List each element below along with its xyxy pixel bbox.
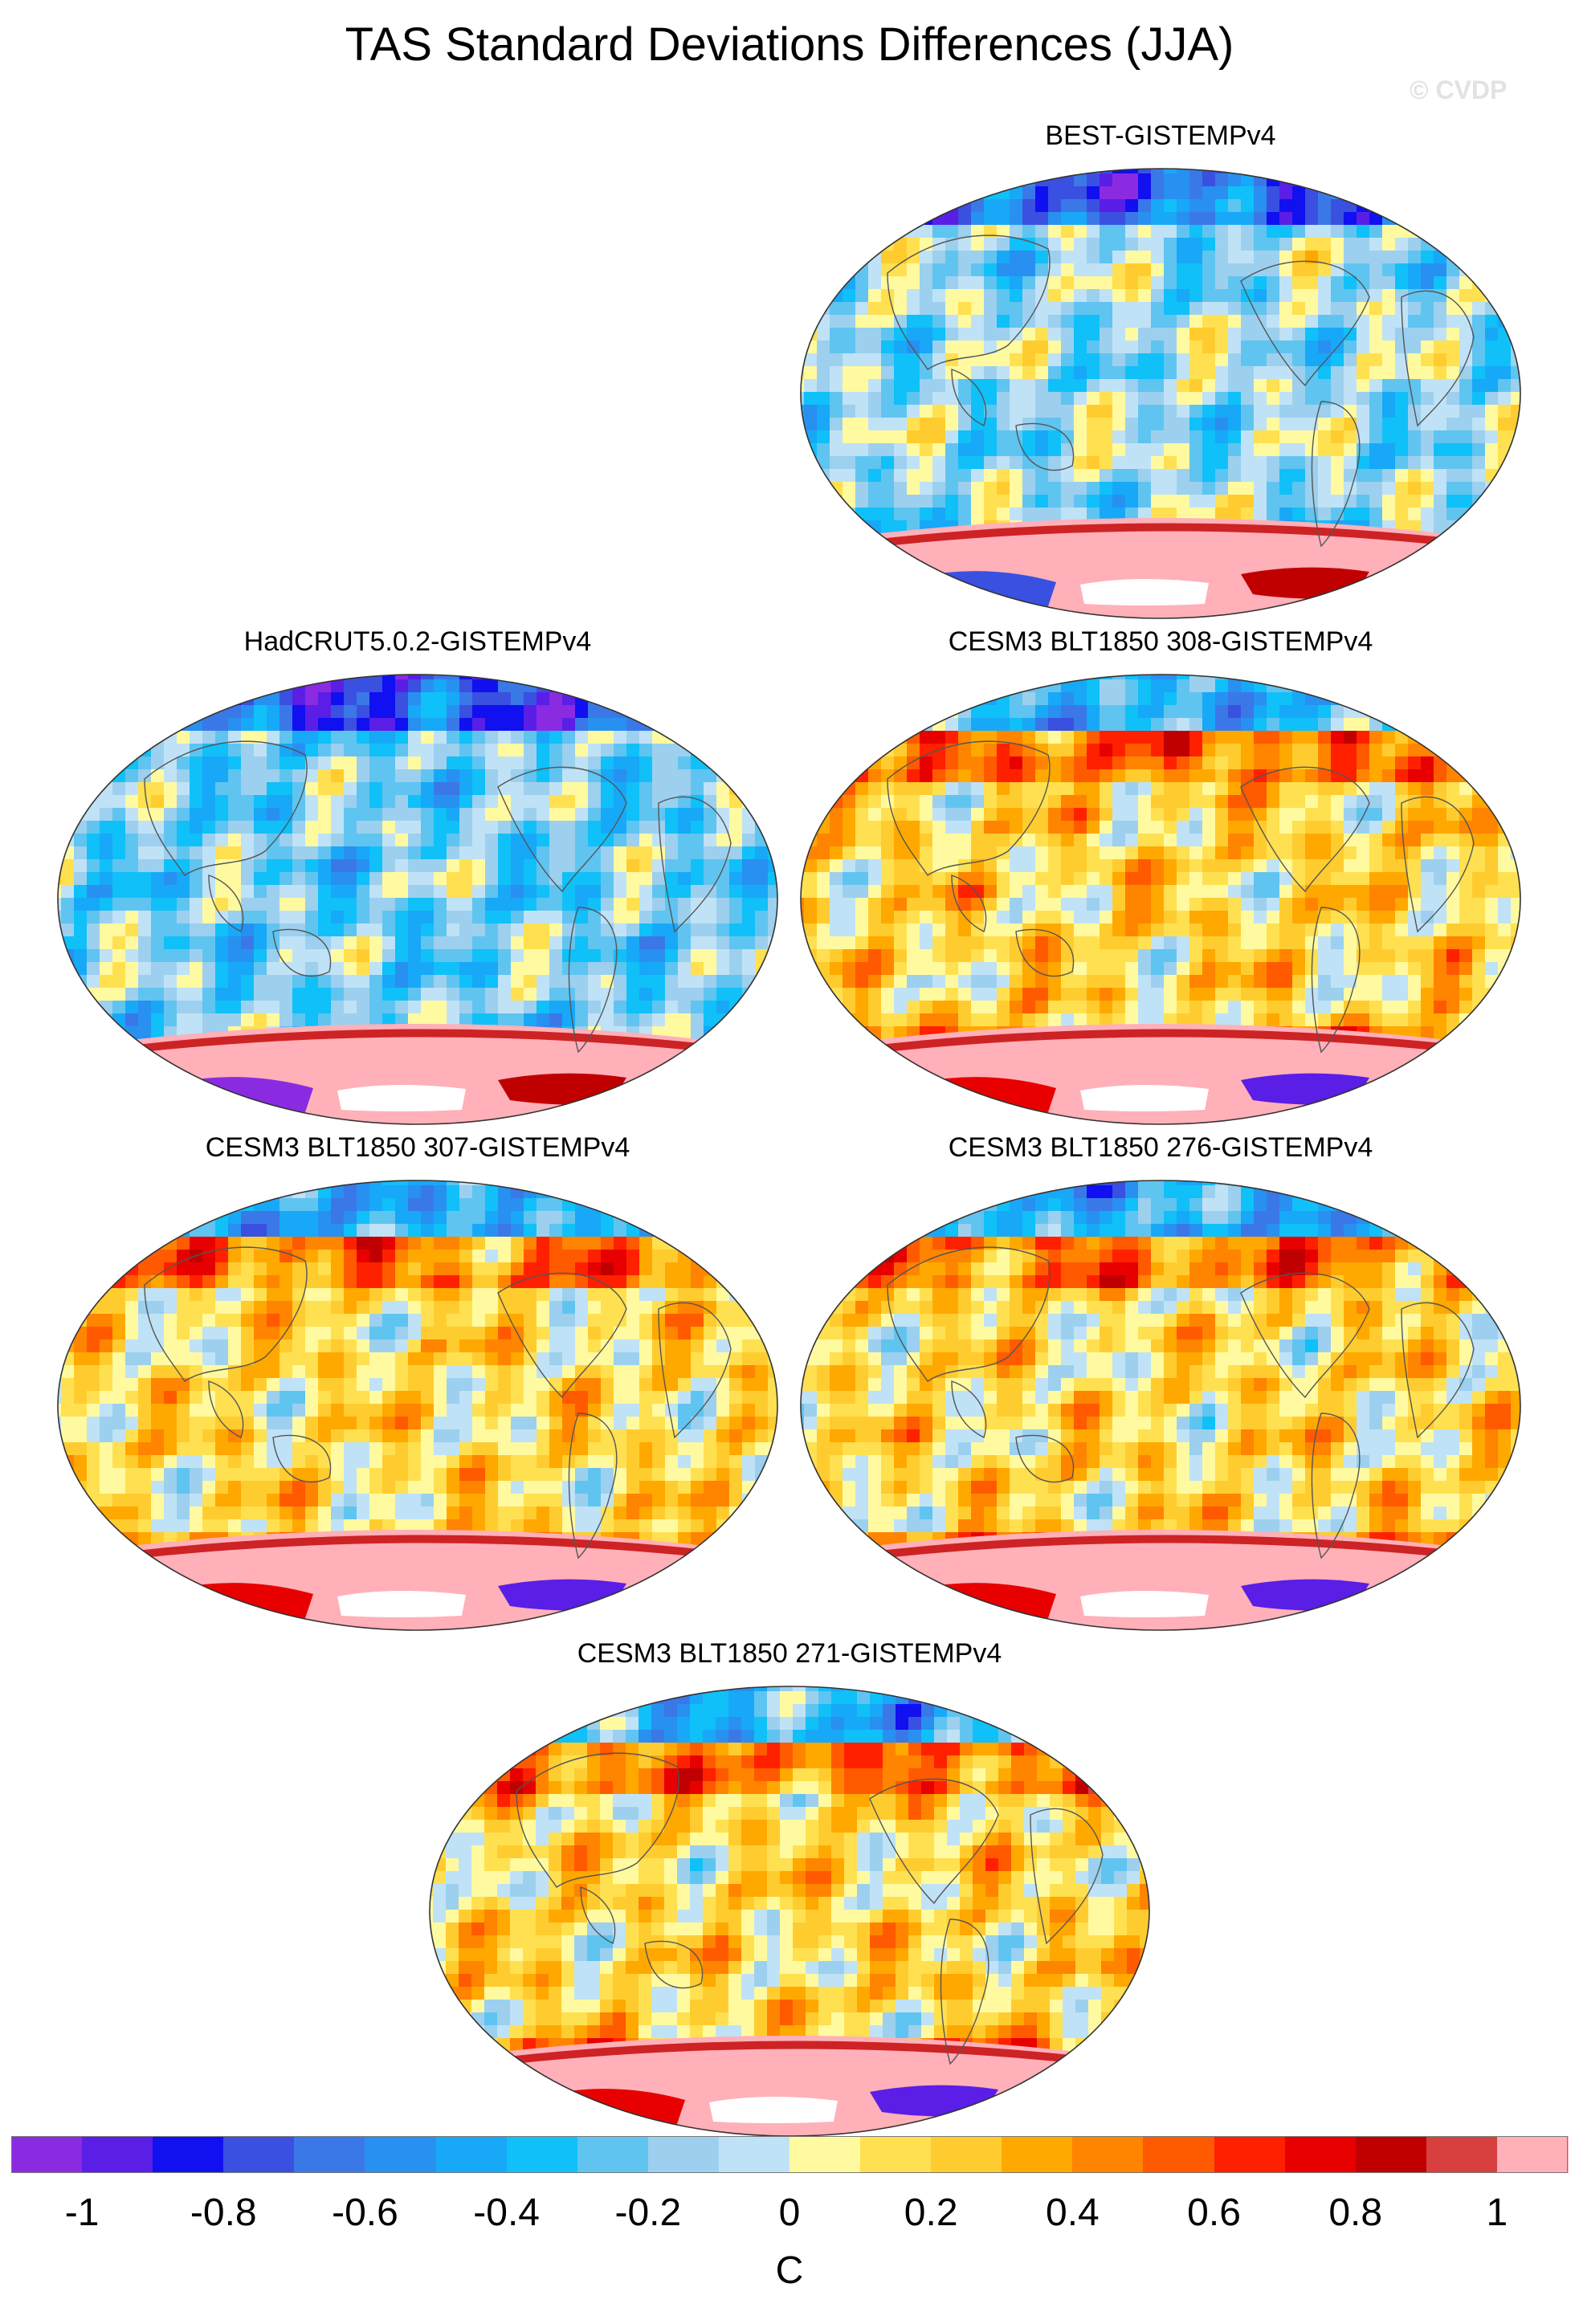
colorbar-swatch <box>294 2136 366 2173</box>
colorbar-swatch <box>931 2136 1002 2173</box>
colorbar-swatch <box>860 2136 932 2173</box>
colorbar-swatch <box>1355 2136 1427 2173</box>
map-panel-best: BEST-GISTEMPv4 <box>791 120 1530 634</box>
colorbar-tick-label: -0.8 <box>190 2191 257 2234</box>
anomaly-field <box>430 1686 1149 2136</box>
colorbar-swatch <box>1496 2136 1569 2173</box>
colorbar-unit-label: C <box>775 2249 804 2292</box>
figure-title: TAS Standard Deviations Differences (JJA… <box>345 18 1234 71</box>
colorbar-swatch <box>1072 2136 1144 2173</box>
world-map <box>57 1180 778 1631</box>
colorbar <box>11 2136 1569 2173</box>
map-panel-307: CESM3 BLT1850 307-GISTEMPv4 <box>48 1132 787 1646</box>
panel-title: CESM3 BLT1850 276-GISTEMPv4 <box>948 1132 1373 1163</box>
colorbar-swatch <box>223 2136 295 2173</box>
colorbar-swatch <box>506 2136 578 2173</box>
world-map <box>800 1180 1521 1631</box>
anomaly-field <box>801 169 1520 618</box>
colorbar-tick-label: 0.8 <box>1328 2191 1383 2234</box>
colorbar-swatch <box>647 2136 720 2173</box>
panel-title: CESM3 BLT1850 307-GISTEMPv4 <box>205 1132 630 1163</box>
colorbar-tick-label: -0.2 <box>614 2191 682 2234</box>
panel-title: CESM3 BLT1850 271-GISTEMPv4 <box>577 1638 1002 1669</box>
colorbar-tick-label: 0.4 <box>1045 2191 1100 2234</box>
world-map <box>800 168 1521 619</box>
colorbar-swatch <box>790 2136 861 2173</box>
colorbar-tick-label: -0.4 <box>473 2191 540 2234</box>
map-panel-hadcrut: HadCRUT5.0.2-GISTEMPv4 <box>48 626 787 1140</box>
map-panel-276: CESM3 BLT1850 276-GISTEMPv4 <box>791 1132 1530 1646</box>
colorbar-swatch <box>435 2136 508 2173</box>
colorbar-swatch <box>1284 2136 1357 2173</box>
colorbar-swatch <box>1002 2136 1073 2173</box>
colorbar-tick-label: -0.6 <box>332 2191 398 2234</box>
map-panel-271: CESM3 BLT1850 271-GISTEMPv4 <box>420 1638 1159 2152</box>
colorbar-swatch <box>718 2136 790 2173</box>
world-map <box>800 674 1521 1125</box>
colorbar-swatch <box>11 2136 83 2173</box>
colorbar-swatch <box>1143 2136 1215 2173</box>
colorbar-swatch <box>1426 2136 1498 2173</box>
world-map <box>429 1686 1150 2137</box>
colorbar-tick-label: -1 <box>64 2191 100 2234</box>
anomaly-field <box>801 675 1520 1124</box>
anomaly-field <box>58 675 777 1124</box>
world-map <box>57 674 778 1125</box>
map-panel-308: CESM3 BLT1850 308-GISTEMPv4 <box>791 626 1530 1140</box>
colorbar-swatch <box>153 2136 224 2173</box>
colorbar-tick-label: 0 <box>778 2191 801 2234</box>
colorbar-tick-label: 1 <box>1486 2191 1508 2234</box>
colorbar-swatch <box>577 2136 649 2173</box>
colorbar-swatch <box>82 2136 153 2173</box>
anomaly-field <box>801 1180 1520 1630</box>
colorbar-swatch <box>1214 2136 1286 2173</box>
panel-title: CESM3 BLT1850 308-GISTEMPv4 <box>948 626 1373 657</box>
colorbar-tick-label: 0.2 <box>904 2191 958 2234</box>
colorbar-swatch <box>365 2136 437 2173</box>
cvdp-watermark: © CVDP <box>1410 75 1508 104</box>
panel-title: HadCRUT5.0.2-GISTEMPv4 <box>243 626 592 657</box>
colorbar-tick-label: 0.6 <box>1187 2191 1241 2234</box>
panel-title: BEST-GISTEMPv4 <box>1045 120 1276 151</box>
anomaly-field <box>58 1180 777 1630</box>
